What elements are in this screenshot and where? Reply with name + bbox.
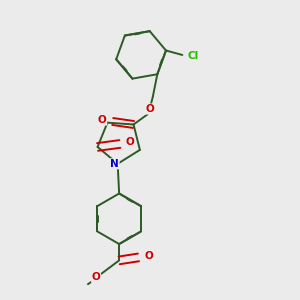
Text: O: O <box>92 272 100 282</box>
Text: O: O <box>145 251 153 261</box>
Text: Cl: Cl <box>188 51 199 61</box>
Text: O: O <box>98 115 107 125</box>
Text: O: O <box>125 137 134 148</box>
Text: O: O <box>146 104 154 114</box>
Text: N: N <box>110 159 119 169</box>
